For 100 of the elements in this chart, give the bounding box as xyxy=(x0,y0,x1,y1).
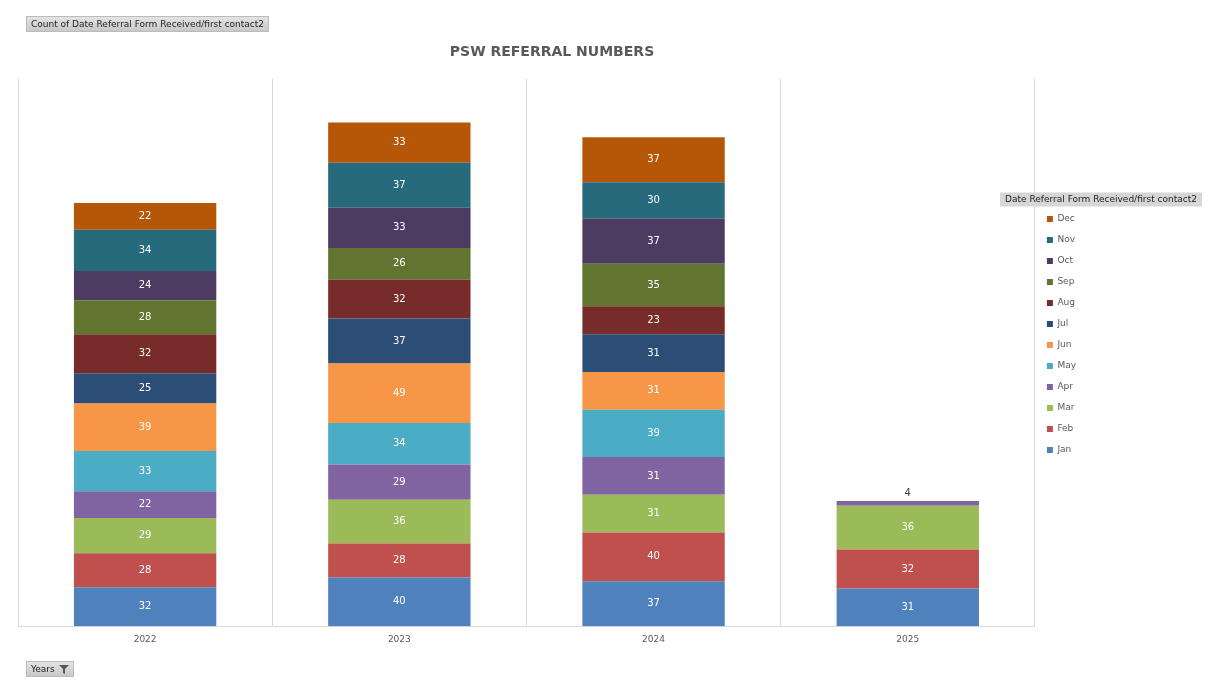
bar xyxy=(328,247,471,280)
data-label: 25 xyxy=(138,381,152,393)
bar xyxy=(582,137,725,183)
data-label: 35 xyxy=(647,278,660,290)
data-label: 37 xyxy=(392,334,406,346)
data-label: 26 xyxy=(392,257,406,269)
legend-label: Dec xyxy=(1057,213,1075,224)
x-tick-label: 2022 xyxy=(133,633,157,644)
data-label: 31 xyxy=(647,507,660,519)
legend-label: Mar xyxy=(1057,402,1075,413)
bar xyxy=(73,271,217,301)
data-label: 23 xyxy=(647,313,660,325)
bar xyxy=(73,373,217,404)
bar xyxy=(328,577,471,627)
data-label: 40 xyxy=(392,595,406,607)
bar xyxy=(328,162,471,208)
bar xyxy=(73,300,217,335)
bar xyxy=(582,409,725,458)
bar xyxy=(328,499,471,544)
text: Count of Date Referral Form Received/first contact2 xyxy=(26,16,270,32)
legend-label: Oct xyxy=(1057,255,1074,266)
bar xyxy=(73,334,217,374)
bar xyxy=(836,549,979,589)
data-label: 32 xyxy=(901,562,915,574)
x-tick-label: 2023 xyxy=(387,633,411,644)
bar xyxy=(328,543,471,578)
bar xyxy=(582,457,725,495)
bar xyxy=(582,581,725,627)
data-label: 34 xyxy=(138,243,152,255)
data-label: 32 xyxy=(138,600,152,612)
data-label: 22 xyxy=(138,209,152,221)
data-label: 39 xyxy=(647,426,660,438)
bar xyxy=(328,122,471,163)
data-label: 33 xyxy=(392,136,406,148)
data-label: 37 xyxy=(647,597,660,609)
legend-label: Aug xyxy=(1057,297,1075,308)
x-axis-title: Years xyxy=(31,664,55,674)
legend-label: Feb xyxy=(1057,423,1074,434)
legend-label: Nov xyxy=(1057,234,1076,245)
legend-label: Apr xyxy=(1057,381,1074,392)
data-label: 24 xyxy=(138,279,152,291)
bar xyxy=(836,588,979,627)
data-label: 31 xyxy=(647,384,660,396)
bar xyxy=(73,553,217,588)
bar xyxy=(73,451,217,492)
data-label: 33 xyxy=(138,464,152,476)
data-label: 37 xyxy=(647,234,660,246)
data-label: 29 xyxy=(392,475,406,487)
bar xyxy=(582,218,725,264)
bar xyxy=(328,363,471,424)
bar xyxy=(582,532,725,582)
bar xyxy=(582,371,725,410)
bar xyxy=(73,229,217,271)
data-label: 30 xyxy=(647,194,660,206)
data-label: 36 xyxy=(901,521,915,533)
legend-label: Jan xyxy=(1056,444,1072,455)
data-label: 28 xyxy=(138,563,152,575)
data-label: 28 xyxy=(392,554,406,566)
chart-title: PSW REFERRAL NUMBERS xyxy=(449,43,655,60)
bar xyxy=(328,318,471,364)
bar xyxy=(328,464,471,500)
data-label: 49 xyxy=(392,386,406,398)
data-label: 31 xyxy=(901,600,915,612)
legend-label: Sep xyxy=(1057,276,1075,287)
data-label: 4 xyxy=(904,487,911,499)
data-label: 28 xyxy=(138,310,152,322)
bar xyxy=(73,517,217,554)
data-label: 37 xyxy=(647,153,660,165)
legend-title: Date Referral Form Received/first contact2 xyxy=(1005,193,1197,204)
data-label: 32 xyxy=(138,347,152,359)
legend-label: Jul xyxy=(1056,318,1069,329)
bar xyxy=(73,587,217,627)
data-label: 31 xyxy=(647,469,660,481)
bar xyxy=(73,202,217,230)
data-label: 29 xyxy=(138,529,152,541)
bar xyxy=(582,334,725,372)
bar xyxy=(582,263,725,307)
data-label: 37 xyxy=(392,178,406,190)
data-label: 32 xyxy=(392,292,406,304)
bar xyxy=(328,207,471,248)
data-label: 34 xyxy=(392,437,406,449)
bar xyxy=(836,505,979,550)
x-tick-label: 2024 xyxy=(642,633,666,644)
legend-label: Jun xyxy=(1056,339,1072,350)
bar xyxy=(73,491,217,518)
legend-label: May xyxy=(1057,360,1077,371)
bar xyxy=(73,403,217,452)
bar xyxy=(582,182,725,219)
data-label: 22 xyxy=(138,498,152,510)
bar xyxy=(582,494,725,533)
bar xyxy=(328,423,471,465)
data-label: 40 xyxy=(647,550,660,562)
bar xyxy=(582,306,725,335)
bar xyxy=(328,279,471,319)
bar xyxy=(836,500,979,506)
data-label: 31 xyxy=(647,346,660,358)
data-label: 36 xyxy=(392,515,406,527)
x-tick-label: 2025 xyxy=(896,633,920,644)
data-label: 39 xyxy=(138,420,152,432)
data-label: 33 xyxy=(392,221,406,233)
